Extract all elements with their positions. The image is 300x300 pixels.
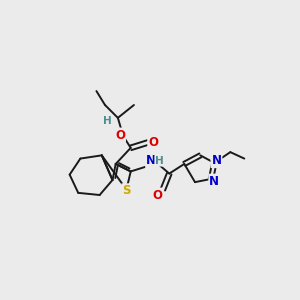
Text: H: H xyxy=(103,116,112,126)
Text: O: O xyxy=(148,136,158,149)
Text: N: N xyxy=(212,154,221,167)
Text: N: N xyxy=(146,154,156,167)
Text: H: H xyxy=(155,156,164,166)
Text: N: N xyxy=(209,175,219,188)
Text: O: O xyxy=(152,188,163,202)
Text: O: O xyxy=(115,128,125,142)
Text: S: S xyxy=(122,184,131,197)
